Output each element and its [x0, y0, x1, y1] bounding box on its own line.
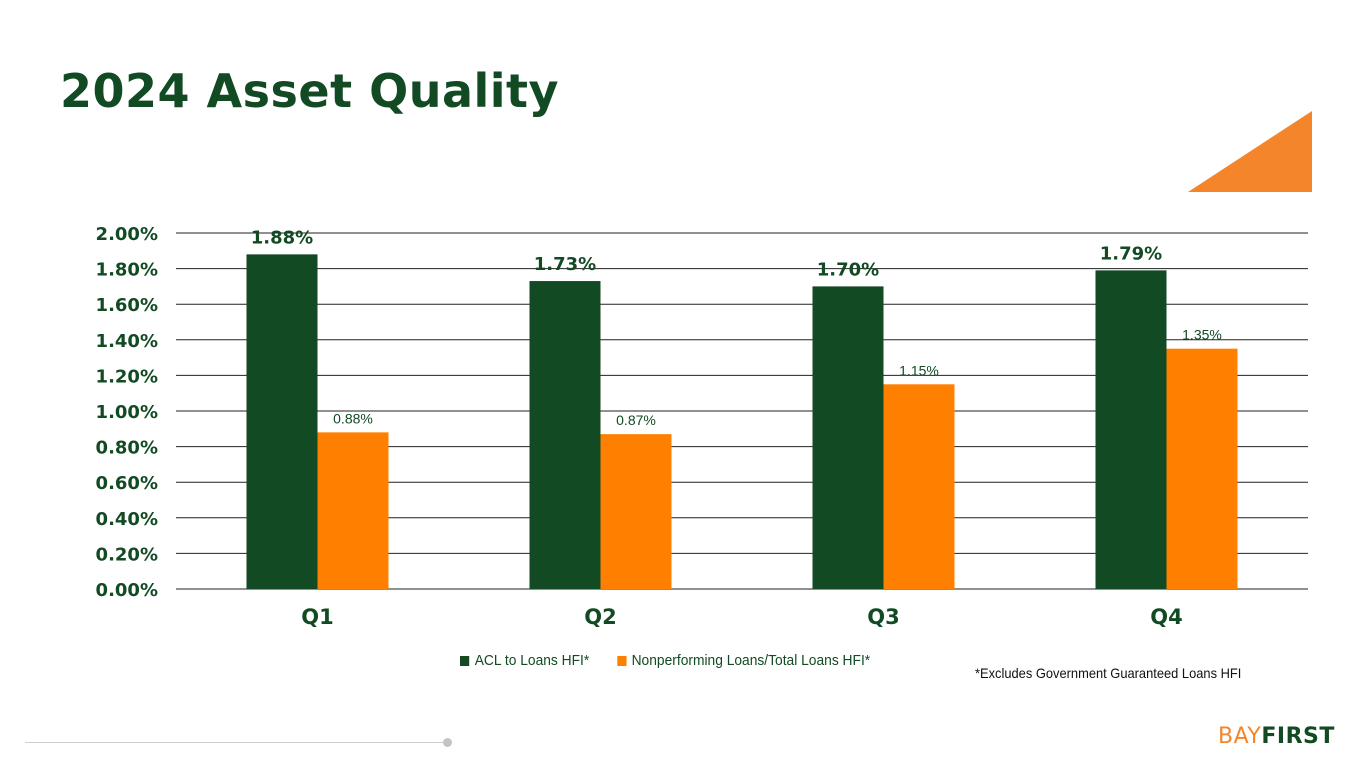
- acl-bar: [246, 254, 318, 590]
- bayfirst-logo: BAYFIRST: [1218, 726, 1335, 748]
- acl-bar: [812, 286, 884, 589]
- nonperforming-data-label: 1.15%: [899, 362, 939, 378]
- x-category-label: Q2: [584, 605, 616, 629]
- logo-text-bay: BAY: [1218, 724, 1262, 749]
- y-tick-label: 1.60%: [96, 295, 158, 316]
- slide-progress-dot: [443, 738, 452, 747]
- chart-legend: ACL to Loans HFI* Nonperforming Loans/To…: [460, 652, 898, 669]
- legend-item-nonperforming: Nonperforming Loans/Total Loans HFI*: [616, 652, 871, 669]
- y-tick-label: 1.20%: [96, 366, 158, 387]
- y-tick-label: 1.80%: [96, 260, 158, 281]
- nonperforming-bar: [883, 384, 955, 589]
- footnote: *Excludes Government Guaranteed Loans HF…: [975, 665, 1242, 681]
- acl-data-label: 1.88%: [251, 227, 313, 248]
- y-tick-label: 1.00%: [96, 402, 158, 423]
- acl-bar: [1095, 270, 1167, 589]
- acl-bar: [529, 281, 601, 589]
- x-category-label: Q4: [1150, 605, 1182, 629]
- legend-swatch-acl: [460, 655, 470, 666]
- slide-progress-line: [25, 742, 445, 743]
- y-tick-label: 0.80%: [96, 438, 158, 459]
- logo-text-first: FIRST: [1261, 724, 1335, 749]
- y-tick-label: 1.40%: [96, 331, 158, 352]
- y-tick-label: 0.40%: [96, 509, 158, 530]
- acl-data-label: 1.70%: [817, 259, 879, 280]
- x-category-label: Q1: [301, 605, 333, 629]
- nonperforming-data-label: 0.87%: [616, 412, 656, 428]
- y-tick-label: 0.00%: [96, 580, 158, 601]
- nonperforming-data-label: 1.35%: [1182, 327, 1222, 343]
- legend-swatch-nonperforming: [616, 655, 627, 666]
- legend-item-acl: ACL to Loans HFI*: [460, 652, 589, 669]
- y-tick-label: 0.60%: [96, 473, 158, 494]
- nonperforming-bar: [600, 434, 672, 589]
- slide-title: 2024 Asset Quality: [60, 64, 560, 118]
- nonperforming-bar: [1166, 348, 1238, 589]
- nonperforming-bar: [317, 432, 389, 589]
- corner-triangle-decoration: [1188, 111, 1312, 192]
- y-tick-label: 2.00%: [96, 224, 158, 245]
- x-category-label: Q3: [867, 605, 899, 629]
- acl-data-label: 1.73%: [534, 254, 596, 275]
- nonperforming-data-label: 0.88%: [333, 410, 373, 426]
- legend-label-nonperforming: Nonperforming Loans/Total Loans HFI*: [631, 652, 871, 669]
- legend-label-acl: ACL to Loans HFI*: [474, 652, 590, 669]
- acl-data-label: 1.79%: [1100, 243, 1162, 264]
- y-tick-label: 0.20%: [96, 544, 158, 565]
